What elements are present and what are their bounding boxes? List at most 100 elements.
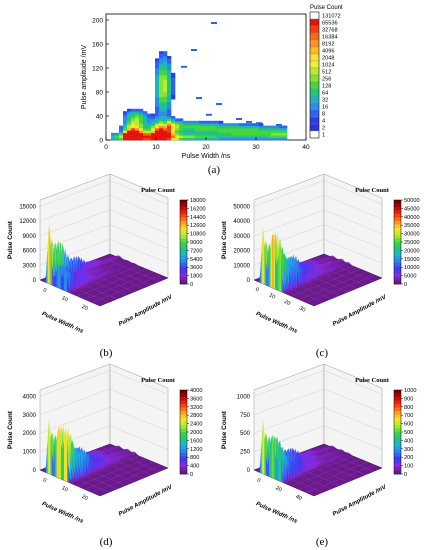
- surface-strip: [313, 449, 316, 456]
- surface-strip: [331, 447, 333, 450]
- surface-strip: [332, 453, 334, 457]
- colorbar-swatch: [180, 273, 187, 278]
- surface-strip: [317, 455, 319, 461]
- heatmap-cell: [127, 132, 132, 136]
- surface-strip: [128, 449, 131, 453]
- surface-strip: [96, 260, 98, 268]
- heatmap-cell: [255, 130, 260, 134]
- z-axis-label: Pulse Count: [221, 220, 228, 259]
- surface-strip: [55, 438, 57, 478]
- colorbar-frame: [309, 11, 320, 139]
- surface-strip: [289, 477, 291, 482]
- surface-strip: [118, 268, 121, 271]
- surface-strip: [343, 267, 345, 270]
- heatmap-cell: [143, 137, 148, 141]
- surface-strip: [336, 260, 338, 264]
- colorbar-swatch: [394, 435, 401, 440]
- surface-strip: [283, 262, 286, 292]
- heatmap-cell: [159, 53, 164, 57]
- y-tick-label: 0: [99, 137, 103, 144]
- surface-strip: [314, 268, 316, 279]
- heatmap-cell: [211, 130, 216, 134]
- surface-strip: [329, 454, 331, 458]
- heatmap-cell: [167, 132, 172, 136]
- surface-strip: [323, 258, 325, 263]
- heatmap-cell: [131, 132, 136, 136]
- surface-strip: [319, 452, 321, 456]
- surface-strip: [327, 268, 329, 274]
- surface-strip: [75, 288, 77, 292]
- surface-strip: [46, 248, 48, 284]
- heatmap-cell: [167, 128, 172, 131]
- surface-strip: [68, 285, 70, 293]
- colorbar-swatch: [394, 456, 401, 461]
- heatmap-cell: [139, 132, 144, 136]
- heatmap-cell: [127, 111, 132, 114]
- heatmap-cell: [163, 101, 168, 105]
- surface-strip: [121, 447, 123, 450]
- surface-strip: [101, 274, 103, 279]
- heatmap-cell: [179, 123, 184, 126]
- heatmap-cell: [155, 128, 160, 131]
- surface-strip: [295, 277, 298, 288]
- surface-strip: [310, 471, 312, 474]
- surface-strip: [113, 270, 115, 274]
- surface-strip: [300, 459, 303, 474]
- heatmap-cell: [167, 99, 172, 102]
- surface-strip: [111, 462, 113, 467]
- surface-strip: [116, 262, 118, 264]
- surface-strip: [332, 457, 335, 461]
- surface-strip: [120, 263, 123, 266]
- heatmap-cell: [155, 99, 160, 102]
- heatmap-cell: [167, 118, 172, 122]
- heatmap-cell: [151, 135, 156, 138]
- surface-strip: [88, 460, 90, 475]
- surface-strip: [311, 449, 313, 457]
- surface-strip: [343, 262, 345, 265]
- surface-strip: [120, 261, 123, 264]
- surface-strip: [326, 270, 328, 275]
- surface-strip: [106, 259, 109, 264]
- heatmap-cell: [223, 135, 228, 138]
- x-axis-label: Pulse Width /ns: [41, 311, 85, 335]
- surface-strip: [301, 279, 303, 286]
- heatmap-cell: [227, 132, 232, 136]
- heatmap-cell: [247, 132, 252, 136]
- heatmap-cell: [171, 87, 176, 90]
- heatmap-cell: [159, 111, 164, 114]
- heatmap-cell: [143, 128, 148, 131]
- surface-strip: [286, 287, 289, 293]
- surface-strip: [46, 440, 48, 474]
- heatmap-cell: [159, 101, 164, 105]
- surface-strip: [319, 259, 321, 264]
- surface-strip: [97, 278, 100, 282]
- y-tick-label: 200: [92, 17, 103, 24]
- heatmap-cell: [175, 137, 180, 141]
- surface-strip: [77, 256, 79, 275]
- wall-gridline: [323, 407, 383, 432]
- heatmap-cell: [263, 135, 268, 138]
- colorbar-label: 64: [322, 91, 328, 97]
- surface-strip: [74, 256, 77, 277]
- surface-strip: [80, 287, 83, 290]
- heatmap-cell: [171, 130, 176, 134]
- surface-strip: [336, 268, 339, 271]
- surface-strip: [114, 451, 116, 457]
- colorbar-swatch: [180, 242, 187, 246]
- colorbar-swatch: [394, 404, 401, 408]
- y-tick-label: 160: [92, 41, 103, 48]
- colorbar-label: 131072: [322, 14, 341, 20]
- heatmap-cell: [179, 128, 184, 131]
- heatmap-cell: [251, 125, 256, 129]
- surface-strip: [123, 259, 125, 260]
- x-tick-label: 0: [104, 144, 108, 151]
- surface-strip: [339, 264, 341, 268]
- heatmap-cell: [147, 135, 152, 138]
- surface-strip: [116, 446, 118, 450]
- heatmap-cell: [131, 120, 136, 124]
- colorbar-label: 30000: [404, 232, 420, 238]
- surface-strip: [290, 290, 293, 293]
- colorbar-label: 800: [190, 455, 199, 461]
- surface-strip: [70, 291, 72, 294]
